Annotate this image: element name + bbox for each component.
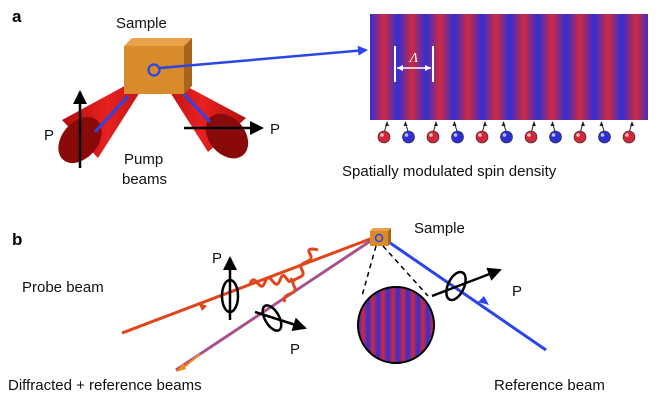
pump-label-line2: beams [122, 171, 167, 188]
polarization-label-left: P [44, 127, 54, 144]
polarizer-diffracted [254, 304, 307, 332]
spin-row [377, 121, 636, 144]
sample-label-b: Sample [414, 220, 465, 237]
polarization-label-probe: P [212, 250, 222, 267]
sample-label-a: Sample [116, 15, 167, 32]
grating-period-symbol: Λ [408, 51, 419, 66]
sample-cube [124, 38, 192, 94]
diffracted-beams [175, 234, 379, 372]
spin-up-icon [426, 121, 440, 144]
spin-down-icon [500, 121, 513, 144]
spin-up-icon [622, 121, 636, 144]
spin-up-icon [524, 121, 538, 144]
panel-a-letter: a [12, 7, 22, 26]
sample-cube-b [370, 228, 391, 246]
spin-up-icon [475, 121, 489, 144]
polarization-label-right: P [270, 121, 280, 138]
polarization-label-diffracted: P [290, 341, 300, 358]
probe-beam-label: Probe beam [22, 279, 104, 296]
spin-density-grating [370, 14, 648, 120]
spin-down-icon [598, 121, 611, 144]
polarizer-reference [431, 267, 502, 302]
grating-period-marker [394, 46, 434, 82]
diffracted-beams-label: Diffracted + reference beams [8, 377, 202, 394]
zoom-arrow [159, 45, 368, 70]
polarization-label-reference: P [512, 283, 522, 300]
reference-beam [379, 234, 547, 352]
reference-beam-label: Reference beam [494, 377, 605, 394]
grating-magnifier [357, 245, 435, 364]
pump-label-line1: Pump [124, 151, 163, 168]
probe-beam [121, 234, 379, 335]
spin-up-icon [573, 121, 587, 144]
spin-down-icon [549, 121, 562, 144]
spin-up-icon [377, 121, 391, 144]
grating-caption: Spatially modulated spin density [342, 163, 557, 180]
polarizer-probe [220, 256, 240, 320]
spin-down-icon [451, 121, 464, 144]
panel-b-letter: b [12, 230, 22, 249]
spin-down-icon [402, 121, 415, 144]
